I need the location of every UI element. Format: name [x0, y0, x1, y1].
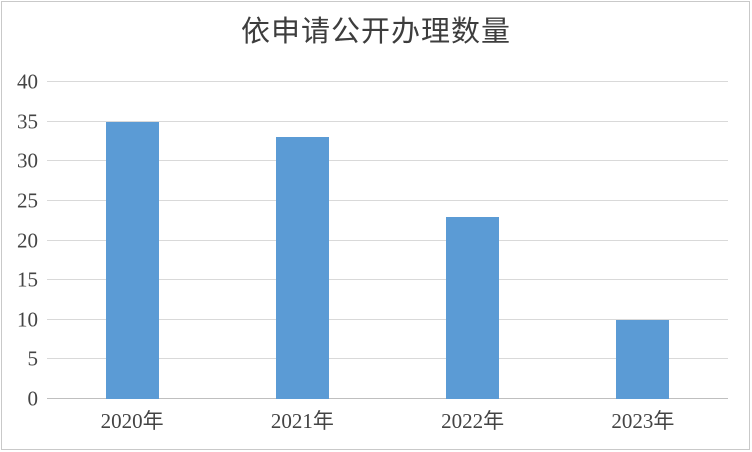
x-tick-label: 2021年 [270, 409, 334, 433]
y-tick-label: 0 [27, 386, 39, 411]
bar-2021年 [275, 137, 329, 399]
y-tick-label: 15 [17, 267, 38, 292]
gridline [47, 81, 728, 82]
x-axis-baseline [47, 398, 728, 399]
plot-area [47, 81, 728, 399]
gridline [47, 279, 728, 281]
y-tick-label: 35 [17, 109, 38, 134]
y-tick-label: 10 [17, 307, 38, 332]
x-tick-label: 2023年 [611, 409, 675, 433]
gridline [47, 199, 728, 201]
gridline [47, 358, 728, 360]
gridline [47, 239, 728, 241]
gridline [47, 160, 728, 162]
x-tick-label: 2022年 [441, 409, 505, 433]
x-axis: 2020年 2021年 2022年 2023年 [47, 407, 728, 439]
bar-2022年 [446, 216, 500, 399]
y-tick-label: 40 [17, 69, 38, 94]
y-tick-label: 25 [17, 188, 38, 213]
chart-title: 依申请公开办理数量 [240, 16, 511, 48]
gridline [47, 120, 728, 122]
y-tick-label: 20 [17, 228, 38, 252]
bar-2023年 [616, 319, 670, 399]
y-axis: 0 5 10 15 20 25 30 35 40 [0, 71, 39, 409]
y-tick-label: 30 [17, 148, 38, 173]
gridline [47, 318, 728, 320]
bar-2020年 [105, 121, 159, 399]
y-tick-label: 5 [27, 346, 39, 371]
x-tick-label: 2020年 [100, 409, 164, 433]
